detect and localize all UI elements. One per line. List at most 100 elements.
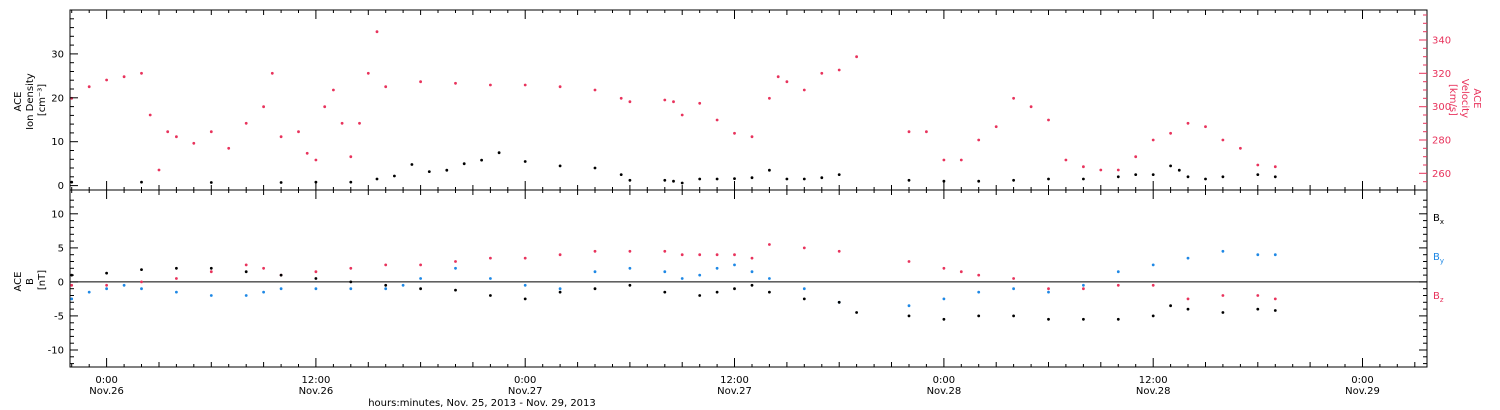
by-point (907, 304, 911, 308)
velocity-point (105, 78, 108, 82)
velocity-point (1116, 168, 1120, 172)
bz-point (663, 249, 667, 253)
bx-point (140, 268, 143, 271)
bx-point (977, 314, 981, 318)
top-left-ylabel: ACE Ion Density [cm⁻³] (13, 70, 48, 130)
bx-point (907, 314, 911, 318)
velocity-point (419, 80, 422, 84)
density-point (140, 180, 143, 184)
bx-point (1221, 311, 1225, 314)
density-point (1169, 164, 1172, 168)
velocity-point (715, 118, 719, 122)
density-point (593, 166, 597, 170)
velocity-point (785, 80, 789, 84)
velocity-point (1099, 168, 1103, 172)
velocity-point (925, 130, 928, 134)
by-point (122, 283, 126, 287)
bx-point (1256, 307, 1260, 311)
b-ytick-label: 10 (51, 209, 64, 220)
velocity-point (1082, 165, 1085, 169)
by-point (279, 287, 283, 291)
bz-point (680, 253, 684, 257)
velocity-point (837, 68, 841, 72)
by-point (1221, 249, 1225, 253)
x-tick-time: 0:00 (1351, 375, 1373, 386)
x-tick-time: 12:00 (301, 375, 330, 386)
bx-point (663, 290, 667, 294)
velocity-point (1047, 118, 1050, 122)
bz-point (977, 273, 981, 277)
velocity-point (994, 125, 998, 129)
by-point (489, 277, 492, 280)
bz-point (262, 266, 265, 270)
velocity-point (628, 100, 632, 104)
density-point (70, 180, 74, 184)
bx-point (209, 266, 213, 270)
density-point (1204, 177, 1207, 181)
bx-point (1047, 317, 1050, 321)
by-point (733, 263, 736, 267)
velocity-point (820, 71, 824, 75)
density-point (1221, 175, 1225, 179)
by-point (977, 290, 981, 294)
by-point (1012, 287, 1015, 291)
top-right-ylabel: ACE Velocity [km/s] (1447, 79, 1482, 121)
bz-point (209, 270, 213, 274)
b-components-legend: Bx By Bz (1433, 213, 1444, 304)
velocity-point (157, 168, 161, 172)
bz-point (1012, 277, 1015, 280)
velocity-point (1256, 163, 1260, 167)
velocity-point (384, 85, 388, 89)
velocity-point (340, 121, 344, 125)
velocity-point (698, 101, 702, 105)
bz-point (1273, 297, 1277, 301)
by-point (262, 290, 265, 294)
density-point (445, 168, 449, 172)
left-ytick-label: 0 (58, 181, 64, 192)
density-point (462, 162, 466, 166)
by-point (401, 283, 405, 287)
by-point (314, 287, 318, 291)
bz-point (768, 243, 771, 246)
bz-point (105, 283, 108, 287)
by-point (698, 273, 702, 277)
bz-point (733, 253, 736, 257)
velocity-point (454, 81, 457, 85)
velocity-point (209, 130, 213, 134)
velocity-point (768, 96, 771, 100)
velocity-point (262, 105, 265, 109)
bz-point (384, 263, 388, 267)
velocity-point (227, 146, 231, 150)
bx-point (768, 290, 771, 294)
bz-point (1256, 294, 1260, 297)
density-point (1047, 177, 1050, 181)
by-point (209, 294, 213, 297)
density-points (70, 151, 1277, 185)
density-point (1256, 173, 1260, 177)
density-point (1134, 173, 1138, 177)
bx-point (1082, 317, 1085, 321)
density-point (497, 151, 501, 155)
bz-point (314, 270, 318, 274)
density-point (768, 168, 771, 172)
left-ytick-label: 10 (51, 137, 64, 148)
density-point (393, 174, 396, 178)
density-point (1012, 178, 1015, 182)
bx-point (1151, 314, 1155, 318)
density-point (680, 181, 684, 185)
x-tick-date: Nov.27 (508, 386, 543, 397)
by-point (1256, 253, 1260, 257)
by-point (87, 290, 91, 294)
bx-point (1169, 304, 1172, 308)
bx-point (105, 271, 108, 275)
bz-point (959, 270, 963, 274)
by-point (384, 287, 388, 291)
right-ytick-label: 260 (1432, 169, 1451, 180)
velocity-point (297, 130, 300, 134)
bx-point (489, 294, 492, 297)
by-point (663, 270, 667, 274)
bz-point (140, 280, 143, 284)
density-point (837, 173, 841, 177)
b-ytick-label: -5 (54, 311, 64, 322)
density-point (1177, 168, 1181, 172)
